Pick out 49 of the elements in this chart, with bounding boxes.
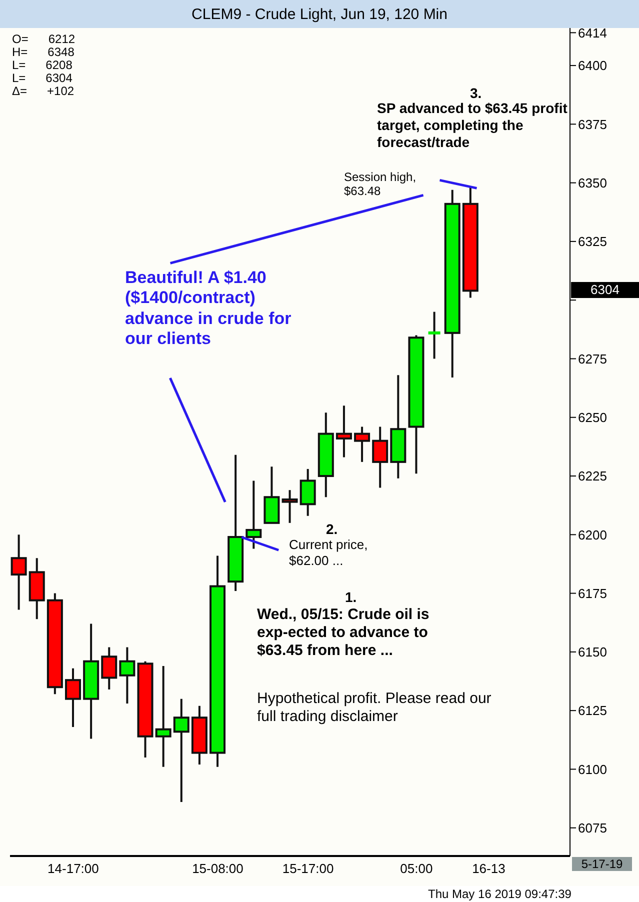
y-tick-label: 6250 (578, 410, 607, 425)
candlestick (300, 468, 316, 517)
annotation: O= 6212 (12, 32, 76, 46)
y-tick-label: 6075 (578, 820, 607, 836)
candlestick (155, 665, 172, 768)
y-tick-label: 6375 (578, 116, 607, 132)
annotation: L= 6208 (12, 58, 74, 72)
y-tick-label: 6175 (578, 586, 607, 601)
y-tick-label: 6225 (578, 468, 607, 484)
candlestick (282, 489, 298, 524)
candlestick (372, 426, 388, 489)
x-tick-label: 16-13 (472, 861, 506, 876)
annotation: Current price, $62.00 ... (289, 537, 369, 568)
y-tick-label: 6200 (578, 527, 607, 542)
y-tick-label: 6414 (578, 25, 607, 40)
y-tick-label: 6150 (578, 644, 607, 660)
y-tick-label: 6125 (578, 703, 607, 718)
x-tick-label: 05:00 (400, 861, 433, 876)
candlestick (101, 646, 118, 690)
annotation: H= 6348 (12, 45, 76, 60)
x-tick-label: 15-17:00 (282, 861, 334, 876)
candlestick (10, 534, 27, 611)
candlestick (336, 404, 352, 458)
annotation: Hypothetical profit. Please read our full trading disclaimer (257, 690, 492, 726)
y-tick-label: 6100 (578, 762, 607, 777)
y-tick-label: 6275 (578, 351, 607, 366)
annotation: Session high, $63.48 (344, 170, 418, 199)
x-tick-label: 14-17:00 (48, 861, 99, 876)
text: 5-17-19 (572, 857, 632, 872)
candlestick (246, 480, 262, 550)
y-tick-label: 6325 (578, 234, 607, 250)
y-tick-label: 6350 (578, 175, 607, 190)
annotation: 3. (470, 85, 483, 102)
candlestick (354, 426, 370, 463)
annotation: Wed., 05/15: Crude oil is exp-ected to advance to $63.45 from here ... (257, 606, 430, 660)
annotation: Beautiful! A $1.40 ($1400/contract) advance in crude for our clients (125, 268, 292, 350)
x-tick-label: 15-08:00 (192, 861, 244, 876)
text: 6304 (571, 282, 639, 298)
y-tick-label: 6400 (578, 58, 607, 74)
candlestick (173, 698, 190, 804)
text: Thu May 16 2019 09:47:39 (428, 887, 572, 902)
chart-title: CLEM9 - Crude Light, Jun 19, 120 Min (190, 6, 448, 23)
annotation: L= 6304 (12, 71, 74, 86)
candlestick (119, 646, 136, 705)
candlestick (65, 667, 81, 728)
annotation: 1. (345, 589, 358, 606)
annotation: 2. (326, 521, 339, 538)
annotation: Δ= +102 (12, 84, 76, 98)
annotation: SP advanced to $63.45 profit target, completing the forecast/trade (377, 100, 568, 150)
